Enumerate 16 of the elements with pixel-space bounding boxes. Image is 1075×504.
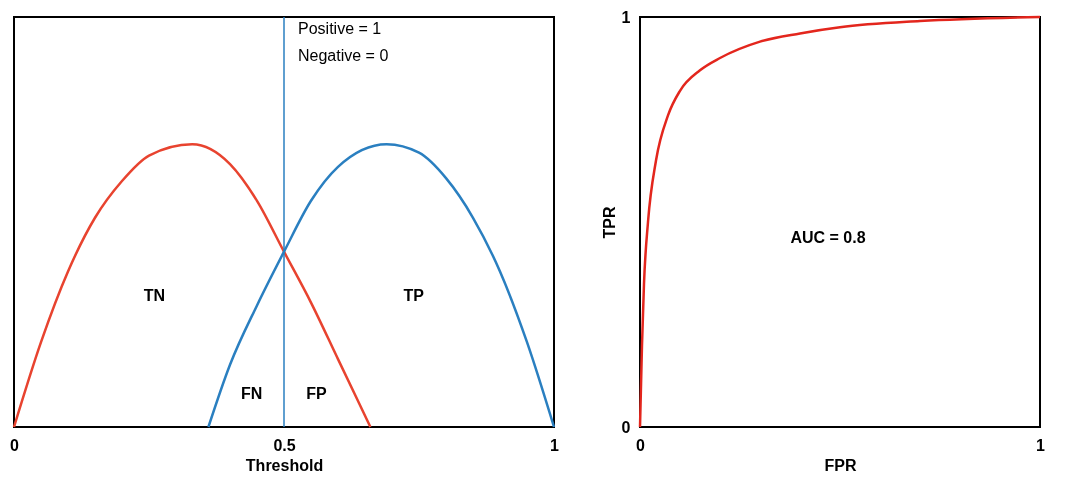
y-axis-title: TPR — [600, 206, 618, 239]
text: Negative = 0 — [298, 46, 389, 64]
x-axis-title: FPR — [824, 456, 857, 474]
x-axis-title: Threshold — [245, 456, 324, 474]
x-tick-label: 0 — [636, 436, 646, 454]
annotation: FP — [306, 385, 327, 402]
x-tick-label: 1 — [1036, 436, 1046, 454]
x-tick-label: 0.5 — [273, 436, 296, 454]
line-series — [638, 15, 1042, 429]
annotation: FN — [240, 385, 263, 402]
text: Positive = 1 — [298, 20, 382, 38]
x-tick-label: 0 — [10, 436, 20, 454]
annotation: TP — [403, 286, 425, 304]
annotation: TN — [143, 286, 166, 304]
x-tick-label: 1 — [550, 436, 560, 454]
annotation: AUC = 0.8 — [790, 229, 866, 247]
